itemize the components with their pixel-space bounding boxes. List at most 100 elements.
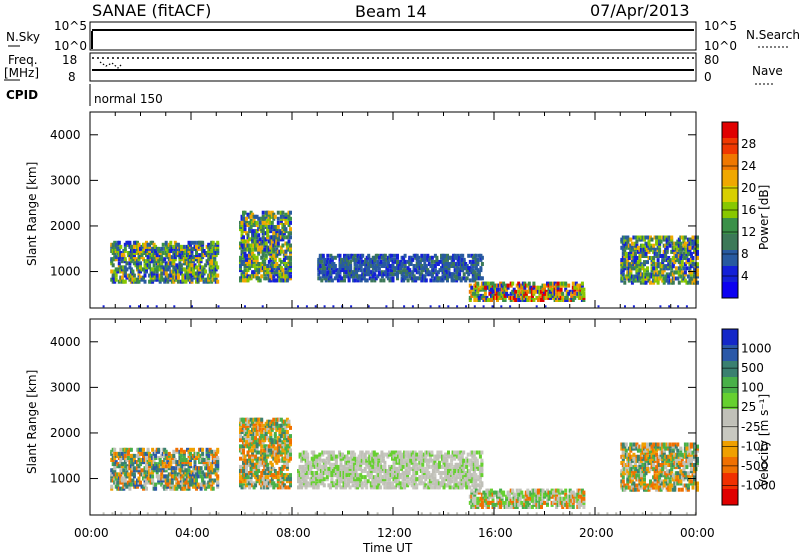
- power-cell: [649, 235, 652, 240]
- velocity-cell: [136, 484, 139, 489]
- power-cell: [164, 269, 168, 274]
- velocity-cell: [285, 430, 289, 434]
- power-cell: [511, 281, 515, 286]
- power-cell: [689, 270, 693, 275]
- velocity-cell: [246, 427, 250, 432]
- velocity-cell: [425, 452, 429, 457]
- velocity-cell: [248, 485, 252, 490]
- power-cell: [110, 269, 114, 274]
- velocity-cell: [154, 456, 158, 460]
- power-cell: [261, 223, 265, 227]
- power-cell: [462, 272, 466, 277]
- power-cell: [175, 275, 179, 280]
- power-cell: [680, 245, 684, 250]
- power-cell: [658, 270, 662, 275]
- velocity-cell: [377, 466, 381, 471]
- velocity-cell: [110, 472, 114, 477]
- velocity-cell: [211, 486, 215, 491]
- power-cell: [659, 266, 663, 271]
- power-cell: [173, 257, 177, 262]
- velocity-cell: [454, 477, 458, 482]
- velocity-cell: [338, 483, 341, 488]
- velocity-cell: [284, 485, 288, 490]
- power-cell: [536, 285, 540, 290]
- power-cell: [543, 283, 546, 288]
- velocity-cell: [447, 464, 450, 469]
- power-cell: [169, 273, 173, 278]
- power-cell: [565, 298, 569, 302]
- power-cell: [182, 267, 186, 272]
- velocity-cell: [282, 438, 286, 443]
- power-cell: [336, 278, 340, 283]
- power-cell: [670, 235, 674, 240]
- power-cell: [639, 243, 643, 248]
- velocity-cell: [388, 450, 391, 455]
- velocity-cell: [339, 464, 343, 469]
- velocity-cell: [450, 479, 454, 484]
- velocity-cell: [164, 474, 168, 479]
- velocity-cell: [334, 454, 338, 459]
- power-cell: [676, 276, 680, 281]
- power-cell: [343, 274, 346, 279]
- velocity-cell: [404, 464, 408, 469]
- freq-tick-top: 18: [62, 53, 77, 67]
- power-cell: [240, 243, 244, 248]
- power-cell: [346, 270, 349, 275]
- velocity-cell: [201, 447, 205, 452]
- velocity-cell: [276, 444, 280, 449]
- velocity-cell: [421, 462, 425, 467]
- power-cell: [258, 237, 262, 242]
- velocity-cell: [363, 452, 367, 457]
- power-cell: [646, 266, 649, 271]
- power-cell: [662, 237, 666, 242]
- power-cell: [257, 276, 261, 281]
- power-cell: [140, 244, 144, 249]
- power-cell: [468, 283, 472, 288]
- velocity-cell: [193, 460, 197, 465]
- power-cell: [670, 270, 674, 275]
- velocity-cell: [264, 458, 268, 463]
- velocity-cell: [439, 475, 443, 480]
- power-cell: [677, 237, 681, 242]
- power-cell: [346, 274, 349, 279]
- power-cell: [406, 270, 410, 275]
- velocity-cell: [255, 469, 259, 473]
- power-cell: [646, 274, 649, 279]
- velocity-cell: [397, 454, 400, 459]
- velocity-cell: [132, 453, 136, 458]
- power-cell: [272, 212, 276, 217]
- velocity-cell: [342, 464, 346, 469]
- power-cell: [652, 274, 656, 279]
- velocity-cell: [347, 469, 350, 473]
- power-cell: [558, 298, 562, 302]
- velocity-cell: [397, 479, 400, 484]
- power-cell: [496, 287, 499, 292]
- velocity-cell: [210, 464, 214, 469]
- power-speckle: [544, 305, 547, 308]
- power-cell: [659, 262, 663, 267]
- power-cell: [216, 249, 220, 253]
- power-cell: [243, 253, 247, 258]
- power-cell: [379, 259, 383, 264]
- power-cell: [403, 268, 407, 273]
- velocity-cell: [447, 477, 450, 482]
- velocity-cell: [347, 466, 350, 471]
- power-cell: [656, 280, 660, 285]
- power-cell: [406, 259, 410, 264]
- velocity-cell: [450, 462, 454, 467]
- power-cell: [639, 237, 643, 242]
- power-colorbar-swatch: [722, 234, 738, 251]
- power-cell: [242, 270, 245, 275]
- velocity-cell: [131, 478, 135, 483]
- power-cell: [349, 264, 353, 268]
- power-cell: [662, 280, 666, 285]
- power-cell: [272, 247, 276, 252]
- velocity-cell: [266, 450, 270, 455]
- power-speckle: [102, 305, 105, 308]
- power-cell: [336, 270, 340, 275]
- power-cell: [393, 253, 396, 258]
- velocity-cell: [403, 458, 407, 463]
- velocity-cell: [113, 468, 117, 473]
- velocity-cell: [254, 454, 258, 459]
